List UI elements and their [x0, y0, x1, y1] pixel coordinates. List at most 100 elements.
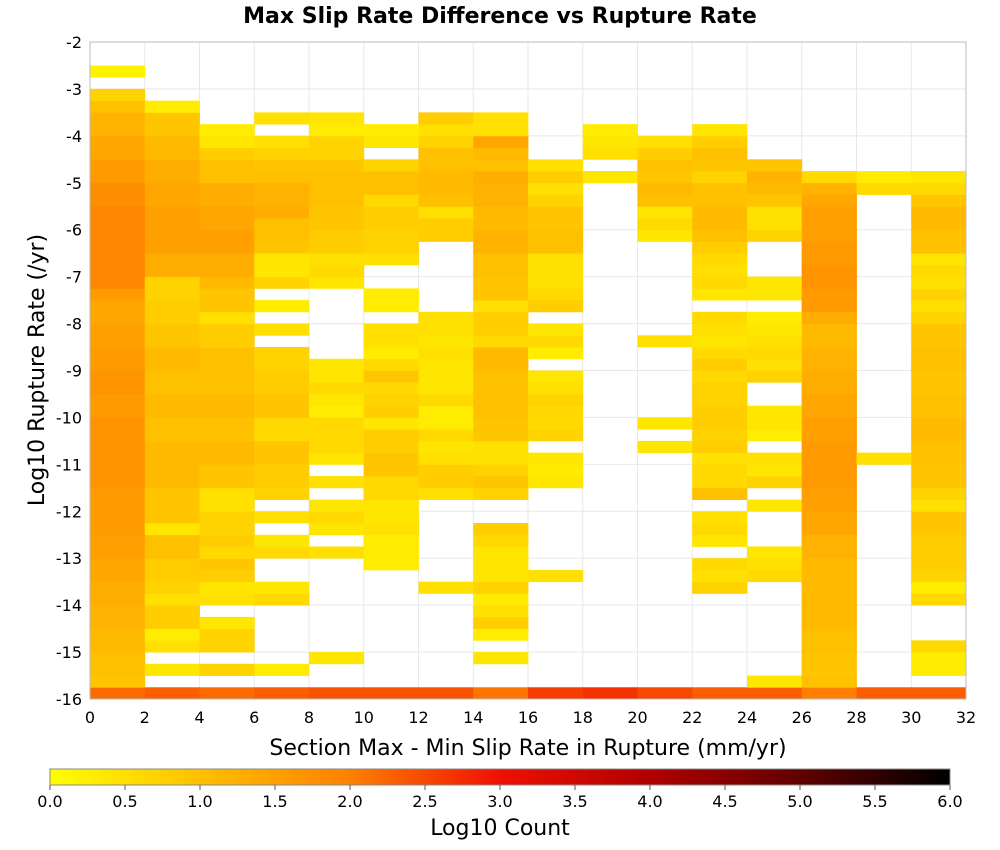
heatmap-cell	[473, 393, 529, 418]
heatmap-cell	[582, 171, 638, 184]
heatmap-cell	[801, 264, 857, 289]
y-axis-label: Log10 Rupture Rate (/yr)	[25, 234, 50, 506]
heatmap-cell	[528, 159, 584, 172]
heatmap-cell	[528, 393, 584, 407]
heatmap-cell	[473, 347, 529, 371]
heatmap-cell	[528, 347, 584, 360]
heatmap-cell	[911, 323, 967, 348]
heatmap-cell	[363, 347, 419, 360]
heatmap-cell	[144, 323, 200, 348]
heatmap-cell	[911, 511, 967, 536]
heatmap-cell	[363, 194, 419, 207]
x-tick-label: 8	[304, 708, 314, 727]
heatmap-cell	[90, 300, 146, 324]
heatmap-cell	[692, 523, 748, 536]
heatmap-cell	[801, 675, 857, 688]
heatmap-cell	[199, 569, 255, 583]
heatmap-cell	[254, 253, 310, 278]
heatmap-cell	[144, 663, 200, 676]
heatmap-cell	[144, 370, 200, 395]
heatmap-cell	[528, 476, 584, 489]
heatmap-cell	[911, 276, 967, 289]
heatmap-cell	[144, 523, 200, 536]
heatmap-cell	[856, 171, 912, 184]
heatmap-cell	[199, 135, 255, 148]
x-tick-label: 32	[956, 708, 976, 727]
heatmap-cell	[199, 276, 255, 289]
heatmap-cell	[637, 417, 693, 430]
heatmap-cell	[418, 581, 474, 594]
heatmap-cell	[637, 147, 693, 160]
y-tick-label: -15	[56, 643, 82, 662]
heatmap-cell	[911, 229, 967, 254]
heatmap-cell	[144, 300, 200, 324]
heatmap-cell	[144, 135, 200, 160]
heatmap-cell	[363, 417, 419, 430]
heatmap-cell	[254, 393, 310, 418]
heatmap-cell	[747, 206, 803, 231]
heatmap-cell	[911, 182, 967, 195]
heatmap-cell	[199, 253, 255, 278]
heatmap-cell	[528, 452, 584, 465]
heatmap-cell	[692, 405, 748, 430]
heatmap-cell	[144, 440, 200, 489]
heatmap-cell	[309, 546, 365, 559]
heatmap-cell	[911, 288, 967, 301]
heatmap-cell	[418, 452, 474, 465]
heatmap-cell	[911, 569, 967, 583]
heatmap-cell	[473, 229, 529, 254]
heatmap-cell	[692, 569, 748, 583]
heatmap-cell	[692, 464, 748, 489]
heatmap-cell	[418, 217, 474, 242]
heatmap-cell	[747, 182, 803, 195]
heatmap-cell	[90, 440, 146, 465]
heatmap-cell	[692, 253, 748, 266]
heatmap-cell	[254, 217, 310, 242]
heatmap-cell	[309, 171, 365, 184]
x-tick-label: 12	[408, 708, 428, 727]
heatmap-cell	[90, 182, 146, 207]
heatmap-cell	[199, 687, 255, 700]
x-tick-label: 0	[85, 708, 95, 727]
heatmap-cell	[254, 276, 310, 289]
heatmap-cell	[582, 124, 638, 137]
heatmap-cell	[528, 171, 584, 184]
heatmap-cell	[473, 581, 529, 594]
heatmap-cell	[911, 171, 967, 184]
heatmap-cell	[199, 628, 255, 653]
heatmap-cell	[473, 182, 529, 207]
heatmap-cell	[90, 652, 146, 665]
heatmap-cell	[747, 323, 803, 336]
heatmap-cell	[144, 393, 200, 418]
heatmap-cell	[199, 182, 255, 207]
x-tick-label: 20	[627, 708, 647, 727]
heatmap-cell	[254, 464, 310, 489]
heatmap-cell	[528, 323, 584, 336]
heatmap-cell	[637, 206, 693, 219]
heatmap-cell	[911, 300, 967, 313]
x-axis-label: Section Max - Min Slip Rate in Rupture (…	[269, 736, 786, 761]
heatmap-cell	[692, 323, 748, 336]
heatmap-cell	[473, 487, 529, 500]
heatmap-cell	[582, 147, 638, 160]
heatmap-cell	[473, 171, 529, 184]
heatmap-cell	[144, 487, 200, 524]
heatmap-cell	[801, 311, 857, 324]
heatmap-cell	[90, 581, 146, 606]
heatmap-cell	[90, 206, 146, 254]
heatmap-cell	[801, 652, 857, 676]
colorbar-tick-label: 3.0	[487, 792, 512, 811]
heatmap-cell	[528, 417, 584, 430]
heatmap-cell	[254, 593, 310, 606]
heatmap-cell	[199, 323, 255, 348]
y-tick-label: -2	[66, 33, 82, 52]
heatmap-cell	[692, 206, 748, 231]
heatmap-cell	[90, 605, 146, 629]
heatmap-cell	[363, 476, 419, 500]
heatmap-cell	[309, 159, 365, 172]
heatmap-cell	[528, 194, 584, 207]
heatmap-cell	[856, 687, 912, 700]
heatmap-cell	[637, 159, 693, 172]
heatmap-cell	[363, 687, 419, 700]
